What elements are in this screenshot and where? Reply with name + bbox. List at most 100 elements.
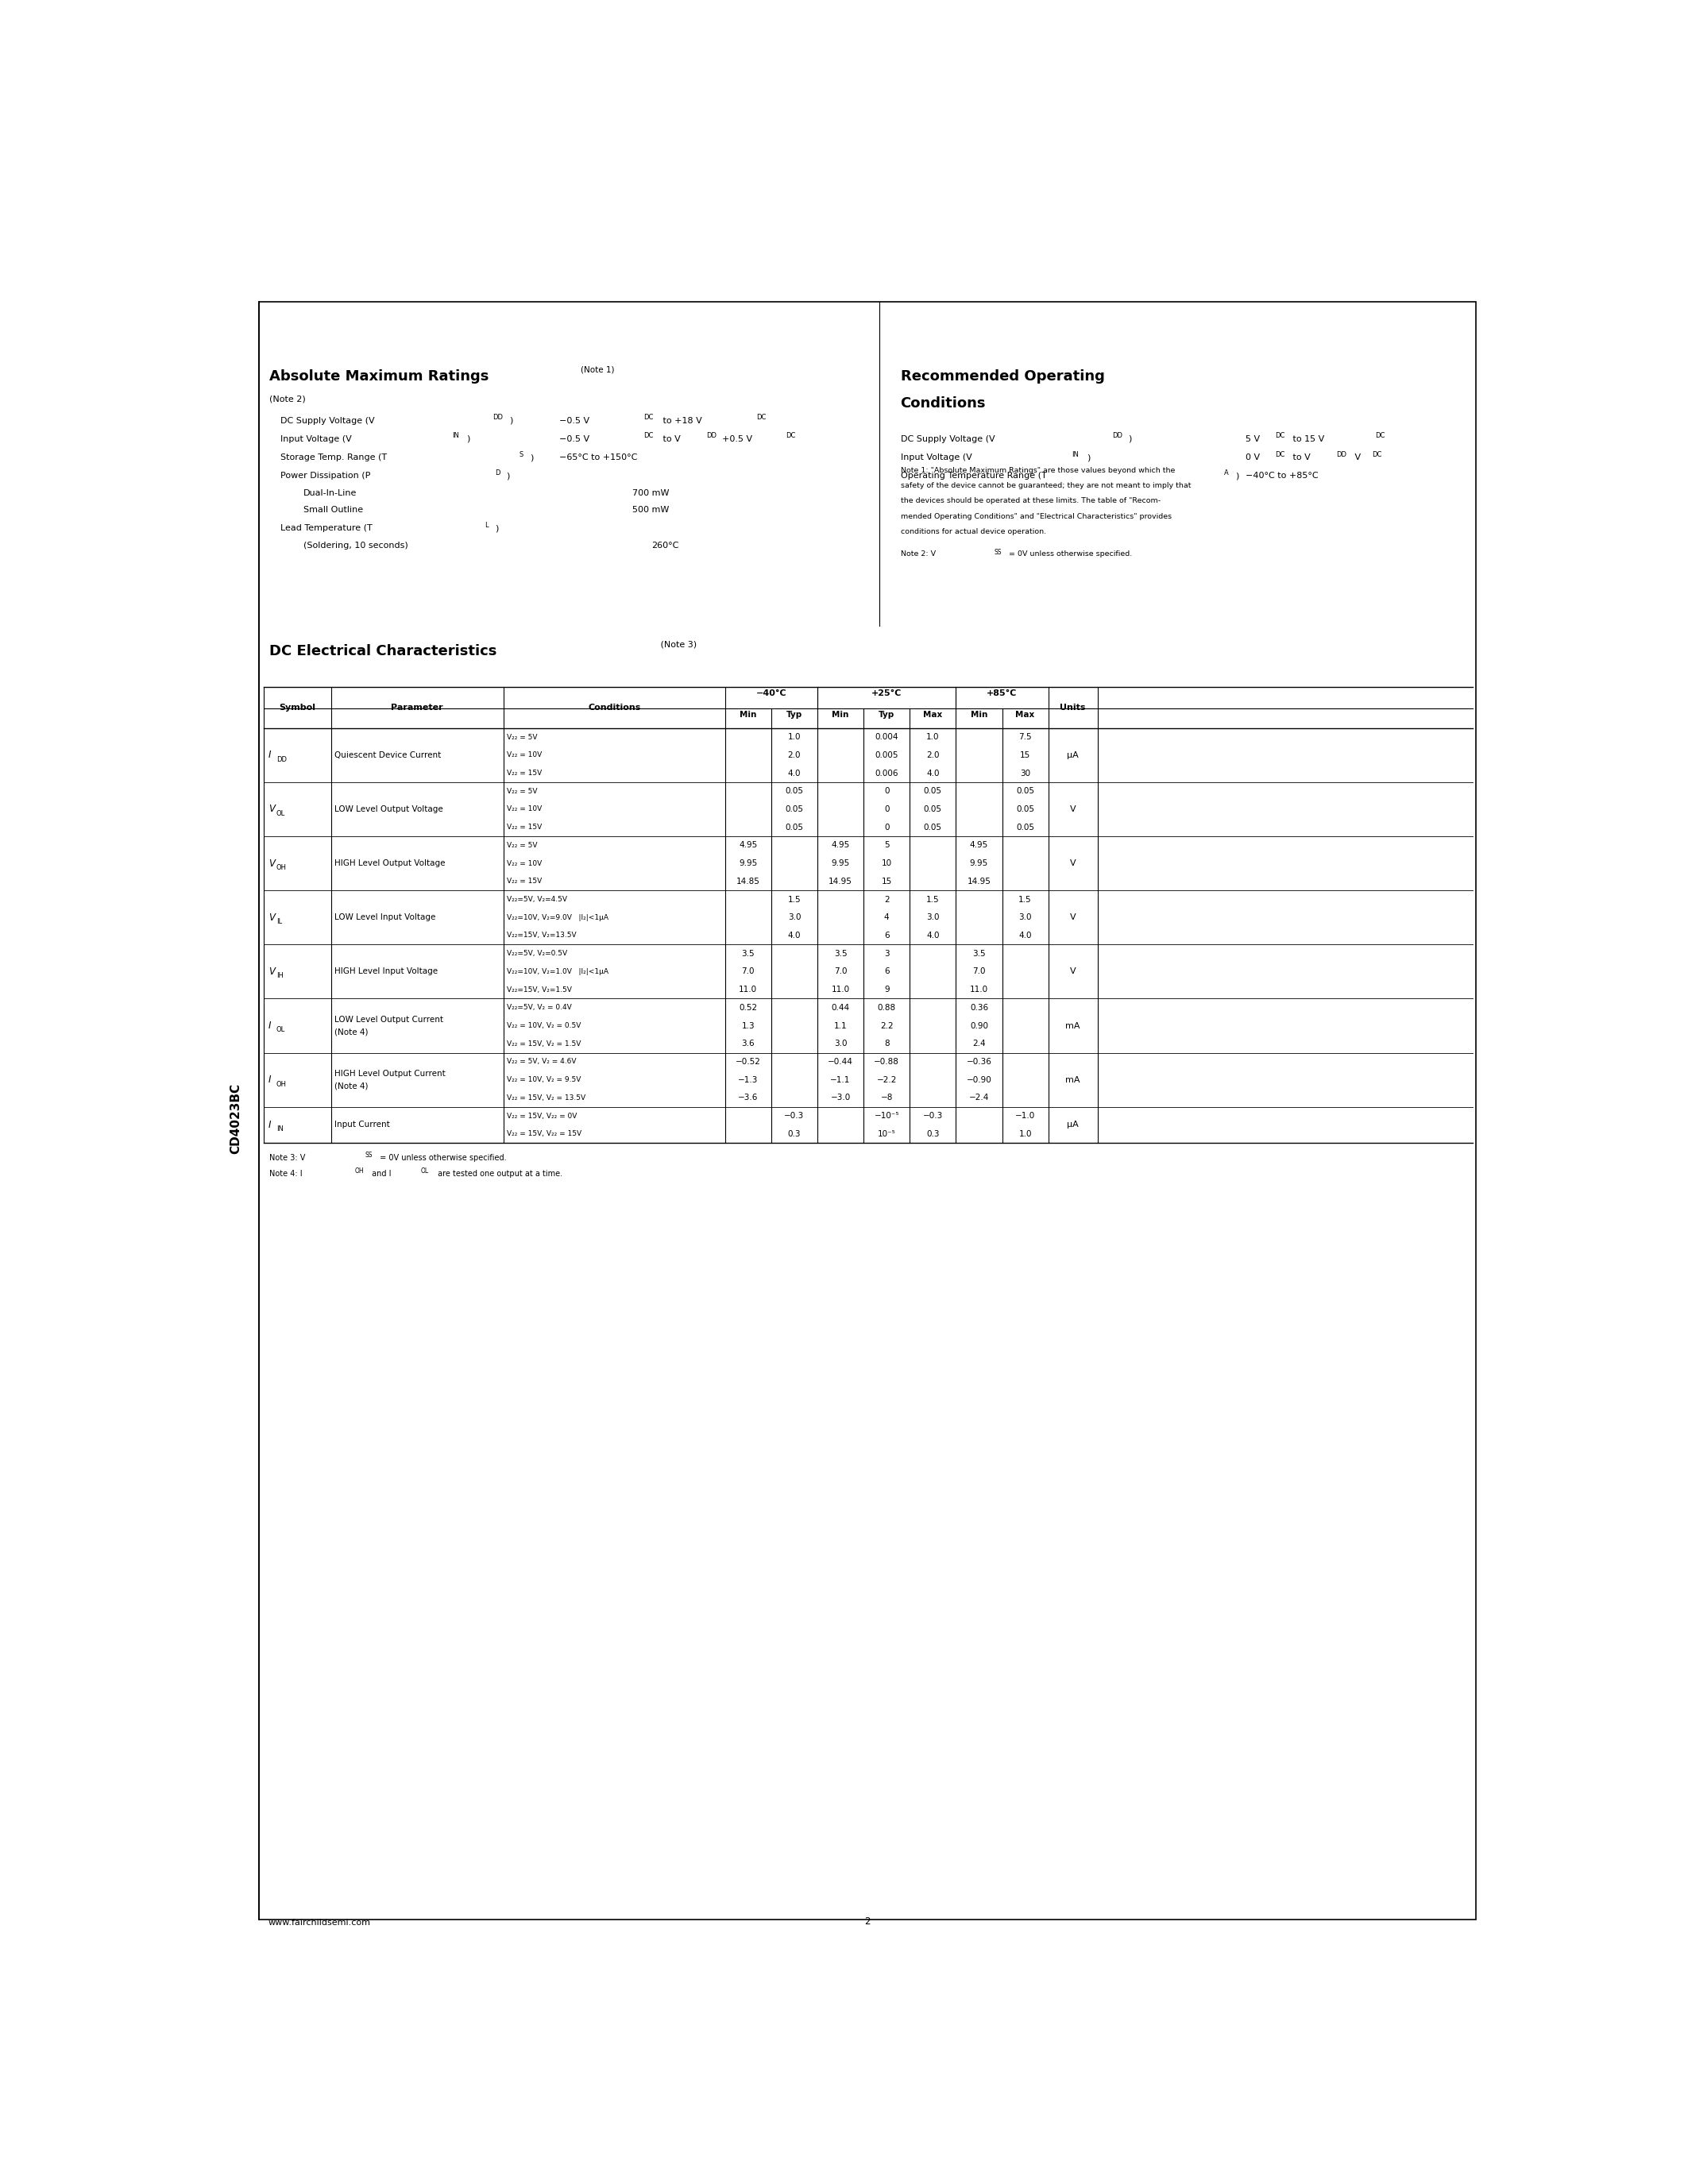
Text: 15: 15 bbox=[881, 878, 891, 885]
Text: −0.90: −0.90 bbox=[966, 1077, 991, 1083]
Text: LOW Level Output Current: LOW Level Output Current bbox=[334, 1016, 444, 1024]
Text: V₂₂ = 15V, V₂₂ = 15V: V₂₂ = 15V, V₂₂ = 15V bbox=[506, 1131, 582, 1138]
Text: ): ) bbox=[495, 524, 498, 533]
Text: V: V bbox=[1352, 454, 1361, 461]
Text: −0.3: −0.3 bbox=[785, 1112, 805, 1120]
Text: V: V bbox=[1070, 858, 1075, 867]
Text: V₂₂=5V, V₂ = 0.4V: V₂₂=5V, V₂ = 0.4V bbox=[506, 1005, 572, 1011]
Text: 1.5: 1.5 bbox=[927, 895, 940, 904]
Text: −65°C to +150°C: −65°C to +150°C bbox=[559, 454, 636, 461]
Text: 4.0: 4.0 bbox=[788, 933, 800, 939]
Text: Note 2: V: Note 2: V bbox=[900, 550, 935, 557]
Text: 0.005: 0.005 bbox=[874, 751, 898, 760]
Text: 5: 5 bbox=[885, 841, 890, 850]
Text: ): ) bbox=[510, 417, 513, 424]
Text: mA: mA bbox=[1065, 1077, 1080, 1083]
Text: μA: μA bbox=[1067, 751, 1079, 760]
Text: 15: 15 bbox=[1020, 751, 1030, 760]
Text: −0.3: −0.3 bbox=[923, 1112, 944, 1120]
Text: 0.006: 0.006 bbox=[874, 769, 898, 778]
Text: V₂₂ = 15V: V₂₂ = 15V bbox=[506, 823, 542, 830]
Text: V: V bbox=[268, 913, 275, 922]
Text: Note 1: "Absolute Maximum Ratings" are those values beyond which the: Note 1: "Absolute Maximum Ratings" are t… bbox=[900, 467, 1175, 474]
Text: V: V bbox=[268, 968, 275, 976]
Text: −10⁻⁵: −10⁻⁵ bbox=[874, 1112, 900, 1120]
Text: DD: DD bbox=[1112, 432, 1123, 439]
Text: OL: OL bbox=[420, 1168, 429, 1175]
Text: DD: DD bbox=[1337, 450, 1347, 459]
Text: +85°C: +85°C bbox=[987, 690, 1018, 697]
Text: DD: DD bbox=[707, 432, 717, 439]
Text: 5 V: 5 V bbox=[1246, 435, 1259, 443]
Text: −3.0: −3.0 bbox=[830, 1094, 851, 1103]
Text: −0.52: −0.52 bbox=[736, 1057, 761, 1066]
Text: V: V bbox=[1070, 913, 1075, 922]
Text: L: L bbox=[484, 522, 488, 529]
Text: −40°C: −40°C bbox=[756, 690, 787, 697]
Text: and I: and I bbox=[370, 1171, 392, 1177]
Text: 1.0: 1.0 bbox=[1018, 1129, 1031, 1138]
Text: OH: OH bbox=[277, 865, 287, 871]
Text: 0.88: 0.88 bbox=[878, 1005, 896, 1011]
Text: 14.85: 14.85 bbox=[736, 878, 760, 885]
Text: −0.5 V: −0.5 V bbox=[559, 435, 589, 443]
Text: V₂₂=5V, V₂=0.5V: V₂₂=5V, V₂=0.5V bbox=[506, 950, 567, 957]
Text: −0.5 V: −0.5 V bbox=[559, 417, 589, 424]
Text: LOW Level Output Voltage: LOW Level Output Voltage bbox=[334, 806, 444, 812]
Text: mended Operating Conditions" and "Electrical Characteristics" provides: mended Operating Conditions" and "Electr… bbox=[900, 513, 1171, 520]
Text: 2: 2 bbox=[864, 1915, 871, 1926]
Text: V: V bbox=[1070, 968, 1075, 976]
Text: 0.52: 0.52 bbox=[739, 1005, 758, 1011]
Text: 2: 2 bbox=[885, 895, 890, 904]
Text: 1.5: 1.5 bbox=[788, 895, 800, 904]
Text: IN: IN bbox=[277, 1125, 284, 1133]
Text: DC: DC bbox=[1274, 432, 1285, 439]
Text: to V: to V bbox=[1290, 454, 1310, 461]
Text: 0.90: 0.90 bbox=[971, 1022, 987, 1029]
Text: I: I bbox=[268, 1120, 272, 1129]
Text: Input Voltage (V: Input Voltage (V bbox=[900, 454, 972, 461]
Text: 4.95: 4.95 bbox=[739, 841, 758, 850]
Text: 2.0: 2.0 bbox=[927, 751, 939, 760]
Text: V₂₂=15V, V₂=13.5V: V₂₂=15V, V₂=13.5V bbox=[506, 933, 577, 939]
Text: 7.0: 7.0 bbox=[834, 968, 847, 976]
Text: 1.0: 1.0 bbox=[927, 734, 939, 740]
Text: 0: 0 bbox=[885, 786, 890, 795]
Text: 0.05: 0.05 bbox=[1016, 786, 1035, 795]
Text: 6: 6 bbox=[885, 968, 890, 976]
Text: (Soldering, 10 seconds): (Soldering, 10 seconds) bbox=[304, 542, 408, 550]
Text: V₂₂=5V, V₂=4.5V: V₂₂=5V, V₂=4.5V bbox=[506, 895, 567, 902]
Text: 1.5: 1.5 bbox=[1018, 895, 1031, 904]
Text: (Note 2): (Note 2) bbox=[270, 395, 306, 402]
Text: are tested one output at a time.: are tested one output at a time. bbox=[436, 1171, 562, 1177]
Text: ): ) bbox=[1087, 454, 1090, 461]
Text: Min: Min bbox=[832, 712, 849, 719]
Text: DC: DC bbox=[1274, 450, 1285, 459]
Text: 0.05: 0.05 bbox=[785, 786, 803, 795]
Text: V: V bbox=[268, 858, 275, 869]
Text: the devices should be operated at these limits. The table of "Recom-: the devices should be operated at these … bbox=[900, 498, 1160, 505]
Text: −3.6: −3.6 bbox=[738, 1094, 758, 1103]
Text: CD4023BC: CD4023BC bbox=[230, 1083, 241, 1153]
Text: = 0V unless otherwise specified.: = 0V unless otherwise specified. bbox=[376, 1153, 506, 1162]
Text: Min: Min bbox=[971, 712, 987, 719]
Text: Symbol: Symbol bbox=[279, 703, 316, 712]
Text: (Note 4): (Note 4) bbox=[334, 1081, 368, 1090]
Text: 10⁻⁵: 10⁻⁵ bbox=[878, 1129, 896, 1138]
Text: I: I bbox=[268, 1020, 272, 1031]
Text: 14.95: 14.95 bbox=[967, 878, 991, 885]
Text: −0.44: −0.44 bbox=[827, 1057, 852, 1066]
Text: Absolute Maximum Ratings: Absolute Maximum Ratings bbox=[270, 369, 490, 384]
Text: −8: −8 bbox=[881, 1094, 893, 1103]
Text: −1.0: −1.0 bbox=[1014, 1112, 1035, 1120]
Text: 0.05: 0.05 bbox=[923, 806, 942, 812]
Text: IL: IL bbox=[277, 917, 282, 926]
Text: www.fairchildsemi.com: www.fairchildsemi.com bbox=[268, 1920, 371, 1926]
Text: IH: IH bbox=[277, 972, 284, 978]
Text: 4.0: 4.0 bbox=[927, 769, 939, 778]
Text: Input Voltage (V: Input Voltage (V bbox=[280, 435, 351, 443]
Text: IN: IN bbox=[452, 432, 459, 439]
Text: 1.0: 1.0 bbox=[788, 734, 800, 740]
Text: V₂₂ = 15V: V₂₂ = 15V bbox=[506, 878, 542, 885]
Text: V: V bbox=[1070, 806, 1075, 812]
